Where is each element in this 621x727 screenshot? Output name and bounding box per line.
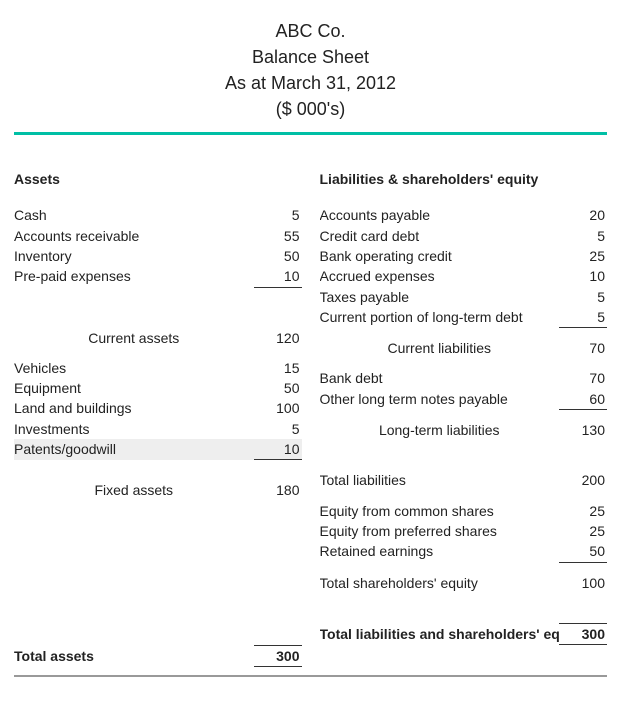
label: Accrued expenses: [320, 266, 560, 286]
value: 70: [559, 338, 607, 358]
value: 120: [254, 328, 302, 348]
value: 25: [559, 501, 607, 521]
value: 100: [559, 573, 607, 593]
total-equity: Total shareholders' equity 100: [320, 573, 608, 593]
subtotal-fixed-assets: Fixed assets 180: [14, 480, 302, 500]
value: 300: [254, 645, 302, 667]
report-units: ($ 000's): [14, 96, 607, 122]
value: 60: [559, 389, 607, 410]
assets-column: Assets Cash 5 Accounts receivable 55 Inv…: [14, 171, 302, 667]
label: Patents/goodwill: [14, 439, 254, 459]
line-cpltd: Current portion of long-term debt 5: [320, 307, 608, 328]
line-land: Land and buildings 100: [14, 398, 302, 418]
value: 50: [254, 246, 302, 266]
value: 5: [559, 307, 607, 328]
footer-rule: [14, 675, 607, 677]
line-bankdebt: Bank debt 70: [320, 368, 608, 388]
line-taxes: Taxes payable 5: [320, 287, 608, 307]
total-liab-equity: Total liabilities and shareholders' equi…: [320, 623, 608, 645]
label: Equity from common shares: [320, 501, 560, 521]
value: 5: [559, 226, 607, 246]
line-cash: Cash 5: [14, 205, 302, 225]
line-vehicles: Vehicles 15: [14, 358, 302, 378]
label: Current portion of long-term debt: [320, 307, 560, 327]
subtotal-longterm: Long-term liabilities 130: [320, 420, 608, 440]
columns: Assets Cash 5 Accounts receivable 55 Inv…: [14, 171, 607, 667]
line-investments: Investments 5: [14, 419, 302, 439]
label: Cash: [14, 205, 254, 225]
value: 10: [559, 266, 607, 286]
line-bankop: Bank operating credit 25: [320, 246, 608, 266]
value: 70: [559, 368, 607, 388]
line-eqpref: Equity from preferred shares 25: [320, 521, 608, 541]
label: Taxes payable: [320, 287, 560, 307]
line-ccdebt: Credit card debt 5: [320, 226, 608, 246]
line-otherlt: Other long term notes payable 60: [320, 389, 608, 410]
liabilities-title: Liabilities & shareholders' equity: [320, 171, 608, 187]
subtotal-current-liabilities: Current liabilities 70: [320, 338, 608, 358]
label: Current assets: [14, 328, 254, 348]
assets-title: Assets: [14, 171, 302, 187]
label: Bank operating credit: [320, 246, 560, 266]
label: Inventory: [14, 246, 254, 266]
value: 100: [254, 398, 302, 418]
line-ar: Accounts receivable 55: [14, 226, 302, 246]
label: Accounts receivable: [14, 226, 254, 246]
value: 5: [254, 205, 302, 225]
value: 25: [559, 246, 607, 266]
value: 300: [559, 623, 607, 645]
value: 5: [559, 287, 607, 307]
balance-sheet-page: ABC Co. Balance Sheet As at March 31, 20…: [0, 0, 621, 687]
value: 180: [254, 480, 302, 500]
line-patents: Patents/goodwill 10: [14, 439, 302, 460]
label: Total liabilities: [320, 470, 560, 490]
value: 200: [559, 470, 607, 490]
report-date: As at March 31, 2012: [14, 70, 607, 96]
label: Accounts payable: [320, 205, 560, 225]
label: Vehicles: [14, 358, 254, 378]
liabilities-column: Liabilities & shareholders' equity Accou…: [320, 171, 608, 667]
label: Land and buildings: [14, 398, 254, 418]
subtotal-current-assets: Current assets 120: [14, 328, 302, 348]
label: Retained earnings: [320, 541, 560, 561]
label: Equity from preferred shares: [320, 521, 560, 541]
label: Bank debt: [320, 368, 560, 388]
total-assets: Total assets 300: [14, 645, 302, 667]
value: 20: [559, 205, 607, 225]
value: 15: [254, 358, 302, 378]
company-name: ABC Co.: [14, 18, 607, 44]
label: Equipment: [14, 378, 254, 398]
label: Pre-paid expenses: [14, 266, 254, 286]
value: 10: [254, 439, 302, 460]
value: 130: [559, 420, 607, 440]
label: Long-term liabilities: [320, 420, 560, 440]
label: Total shareholders' equity: [320, 573, 560, 593]
line-ap: Accounts payable 20: [320, 205, 608, 225]
line-equipment: Equipment 50: [14, 378, 302, 398]
value: 50: [559, 541, 607, 562]
label: Total liabilities and shareholders' equi…: [320, 624, 560, 644]
report-title: Balance Sheet: [14, 44, 607, 70]
label: Fixed assets: [14, 480, 254, 500]
line-inventory: Inventory 50: [14, 246, 302, 266]
total-liabilities: Total liabilities 200: [320, 470, 608, 490]
line-retained: Retained earnings 50: [320, 541, 608, 562]
label: Investments: [14, 419, 254, 439]
line-eqcommon: Equity from common shares 25: [320, 501, 608, 521]
report-header: ABC Co. Balance Sheet As at March 31, 20…: [14, 18, 607, 122]
value: 50: [254, 378, 302, 398]
label: Current liabilities: [320, 338, 560, 358]
value: 55: [254, 226, 302, 246]
value: 10: [254, 266, 302, 287]
line-prepaid: Pre-paid expenses 10: [14, 266, 302, 287]
value: 5: [254, 419, 302, 439]
header-rule: [14, 132, 607, 135]
line-accrued: Accrued expenses 10: [320, 266, 608, 286]
label: Total assets: [14, 646, 254, 666]
label: Other long term notes payable: [320, 389, 560, 409]
value: 25: [559, 521, 607, 541]
label: Credit card debt: [320, 226, 560, 246]
